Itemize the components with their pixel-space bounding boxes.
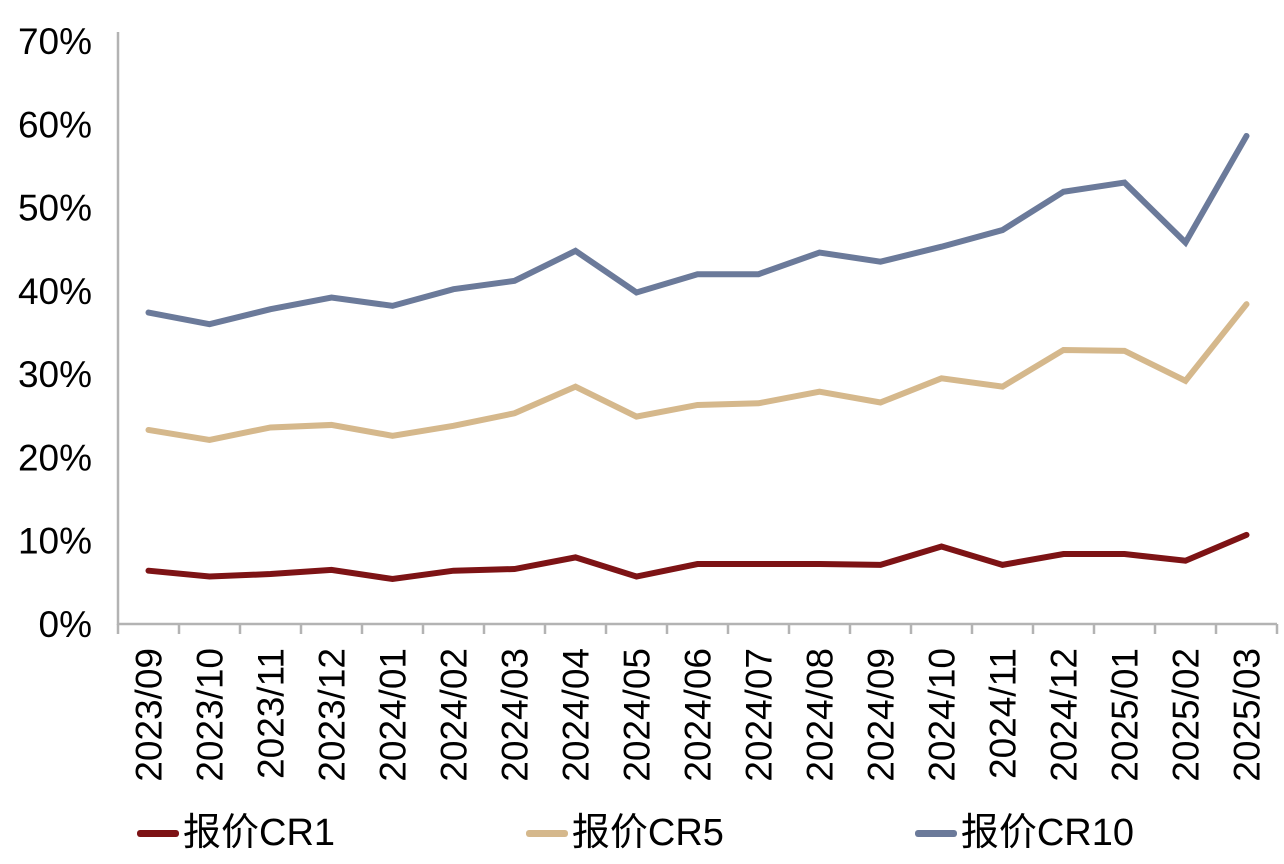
cr1-line-swatch-icon [137, 829, 179, 837]
x-axis-label: 2024/06 [678, 648, 719, 782]
series-line-cr1 [145, 531, 1250, 583]
x-axis-label: 2023/11 [251, 648, 292, 779]
cr10-line-swatch-icon [914, 829, 957, 837]
legend-item-cr1: 报价CR1 [137, 814, 335, 852]
x-axis-label: 2025/01 [1105, 648, 1146, 782]
x-axis-label: 2024/12 [1044, 648, 1085, 782]
x-axis-label: 2024/01 [373, 648, 414, 782]
x-axis-label: 2024/08 [800, 648, 841, 782]
x-axis-label: 2024/09 [861, 648, 902, 782]
legend-label-cr5: 报价CR5 [571, 812, 724, 854]
y-axis-label: 70% [18, 21, 92, 62]
chart-legend: 报价CR1 报价CR5 报价CR10 [0, 802, 1284, 864]
x-axis-label: 2024/10 [922, 648, 963, 782]
x-axis-label: 2024/02 [434, 648, 475, 782]
x-axis-label: 2024/04 [556, 648, 597, 782]
y-axis-label: 50% [18, 188, 92, 229]
legend-item-cr10: 报价CR10 [914, 812, 1134, 854]
y-axis-label: 30% [18, 354, 92, 395]
x-axis-label: 2025/02 [1166, 648, 1207, 782]
y-axis-label: 20% [18, 437, 92, 478]
cr5-line-swatch-icon [525, 829, 568, 837]
legend-label-cr10: 报价CR10 [960, 812, 1134, 854]
chart-plot-area: 0% 10% 20% 30% 40% 50% 60% 70% 2023/09 2023/10 202… [18, 21, 1279, 782]
x-axis-label: 2024/07 [739, 648, 780, 782]
legend-label-cr1: 报价CR1 [183, 812, 336, 854]
x-axis-label: 2024/03 [495, 648, 536, 782]
x-axis-label: 2023/12 [312, 648, 353, 782]
y-axis-label: 10% [18, 521, 92, 562]
series-line-cr5 [145, 301, 1250, 443]
legend-item-cr5: 报价CR5 [525, 812, 724, 854]
x-axis-label: 2023/09 [129, 648, 170, 782]
series-line-cr10 [145, 132, 1250, 328]
y-axis-label: 40% [18, 271, 92, 312]
x-axis-label: 2023/10 [190, 648, 231, 782]
x-axis-label: 2024/05 [617, 648, 658, 782]
x-axis-label: 2024/11 [983, 648, 1024, 779]
y-axis-label: 60% [18, 104, 92, 145]
y-axis-label: 0% [39, 604, 92, 645]
x-axis-label: 2025/03 [1227, 648, 1268, 782]
